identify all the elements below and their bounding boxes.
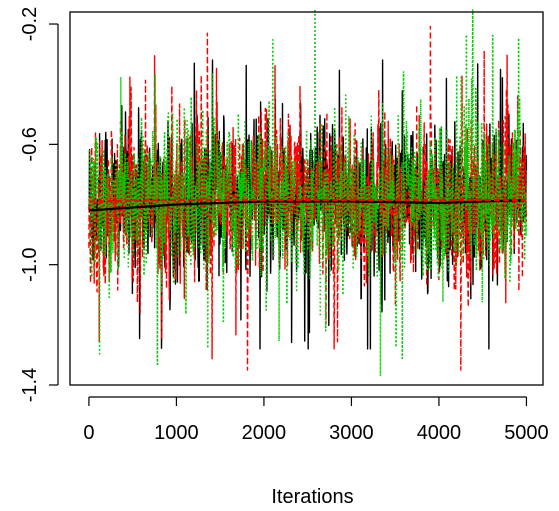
series-layer [88,8,528,377]
y-tick-label: -1.4 [19,368,41,402]
running-mean-line-1 [88,198,527,212]
x-axis: 0 1000 2000 3000 4000 5000 [83,396,549,444]
running-mean-line-2 [88,198,527,203]
x-tick-label: 4000 [417,422,462,444]
x-tick-label: 0 [83,422,94,444]
x-tick-label: 1000 [154,422,199,444]
y-tick-label: -0.2 [19,7,41,41]
y-tick-label: -0.6 [19,127,41,161]
y-axis: -1.4 -1.0 -0.6 -0.2 [19,7,59,402]
x-axis-title: Iterations [271,486,353,508]
x-tick-label: 5000 [504,422,549,444]
x-tick-label: 3000 [329,422,374,444]
y-tick-label: -1.0 [19,247,41,281]
smooth-layer [88,198,527,212]
plot-frame [69,11,544,386]
x-tick-label: 2000 [242,422,287,444]
chain-trace-3 [88,8,528,377]
